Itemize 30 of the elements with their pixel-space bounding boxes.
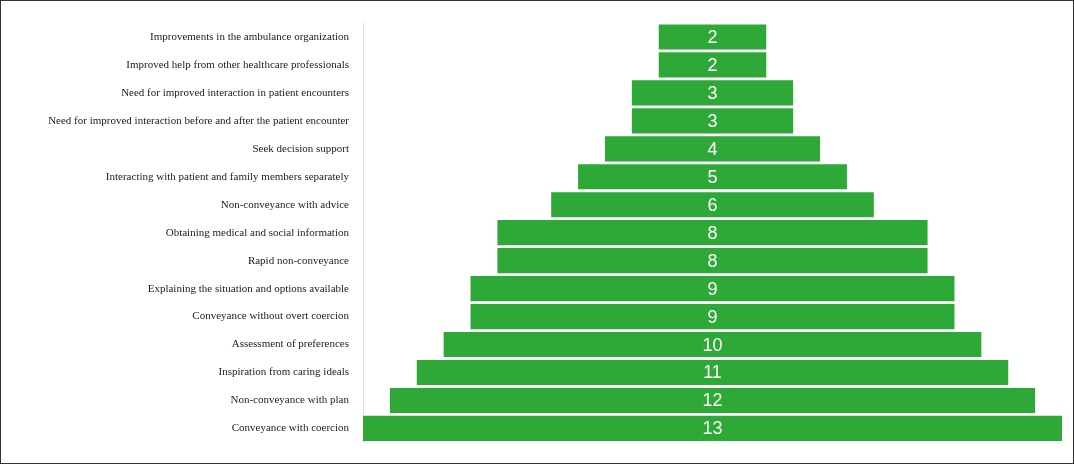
data-label: 9: [707, 278, 718, 299]
data-label: 4: [707, 138, 718, 159]
data-label: 10: [702, 334, 723, 355]
category-label: Improvements in the ambulance organization: [150, 29, 350, 42]
category-label: Improved help from other healthcare professionals: [126, 57, 349, 70]
data-label: 11: [703, 362, 722, 383]
data-label: 13: [702, 418, 723, 439]
category-label: Need for improved interaction in patient encounters: [121, 85, 349, 98]
data-label: 9: [707, 306, 718, 327]
data-label: 3: [707, 110, 718, 131]
data-label: 6: [707, 194, 718, 215]
data-label: 12: [702, 390, 723, 411]
data-label: 8: [707, 250, 718, 271]
data-label: 3: [707, 82, 718, 103]
category-label: Interacting with patient and family members separately: [105, 169, 350, 182]
data-label: 2: [707, 54, 718, 75]
data-label: 2: [707, 26, 718, 47]
data-label: 5: [707, 166, 718, 187]
category-label: Seek decision support: [252, 141, 349, 154]
category-label: Inspiration from caring ideals: [218, 365, 349, 378]
category-label: Conveyance with coercion: [231, 421, 350, 434]
category-label: Obtaining medical and social information: [165, 225, 350, 238]
category-label: Assessment of preferences: [231, 337, 349, 350]
category-label: Non-conveyance with plan: [230, 393, 350, 406]
category-label: Non-conveyance with advice: [220, 197, 350, 210]
data-label: 8: [707, 222, 718, 243]
category-label: Explaining the situation and options available: [147, 281, 350, 294]
category-label: Rapid non-conveyance: [247, 253, 350, 266]
category-label: Conveyance without overt coercion: [192, 309, 350, 322]
category-label: Need for improved interaction before and after the patient encounter: [48, 113, 350, 126]
